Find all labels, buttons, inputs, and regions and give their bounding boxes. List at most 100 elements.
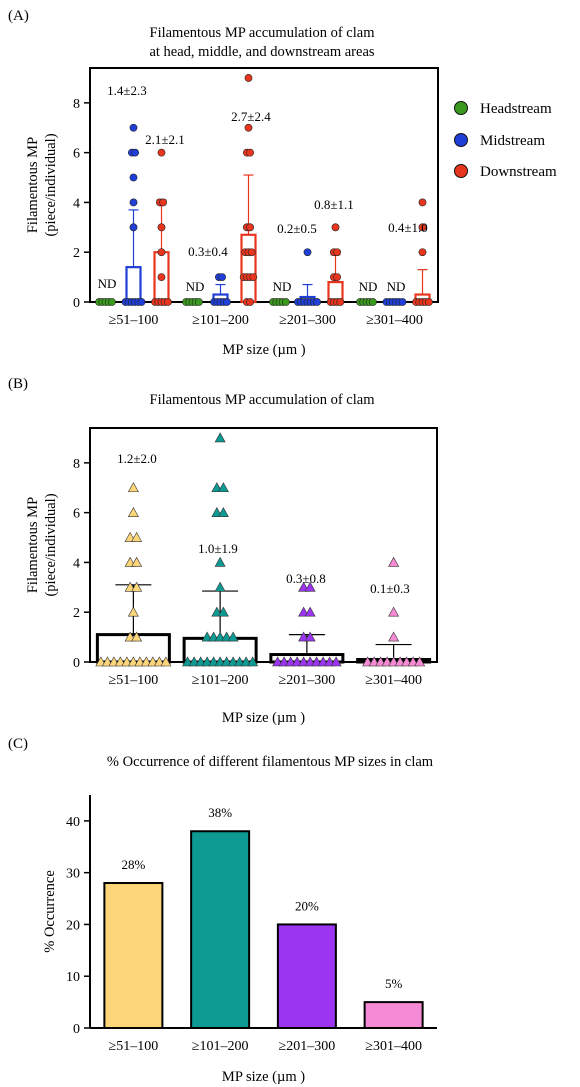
chart-title-C-line-0: % Occurrence of different filamentous MP…: [107, 754, 434, 770]
y-tick-label: 2: [73, 606, 80, 621]
y-tick-label: 6: [73, 147, 80, 162]
legend-marker-downstream: [454, 164, 468, 178]
data-point-triangle-2: [304, 606, 316, 617]
data-point-triangle-2: [304, 581, 316, 592]
data-point-midstream: [129, 173, 138, 182]
x-tick-label-1: ≥101–200: [192, 1039, 249, 1054]
annotation-headstream-0: ND: [98, 276, 117, 291]
y-tick-label: 0: [73, 296, 80, 311]
data-point-triangle-0: [131, 556, 143, 567]
data-point-downstream: [336, 298, 345, 306]
data-point-midstream: [129, 223, 138, 232]
data-point-triangle-1: [217, 482, 229, 493]
data-point-triangle-2: [330, 656, 342, 667]
annotation-downstream-2: 0.8±1.1: [314, 197, 354, 212]
legend-label-0: Headstream: [480, 101, 552, 117]
chart-title-A-line-0: Filamentous MP accumulation of clam: [150, 25, 376, 41]
data-point-downstream: [157, 273, 166, 282]
data-point-triangle-0: [131, 581, 143, 592]
x-tick-label-3: ≥301–400: [365, 673, 422, 688]
y-axis-title-A-line-1: (piece/individual): [43, 133, 59, 236]
y-tick-label: 2: [73, 246, 80, 261]
panel-label-C: (C): [8, 736, 28, 752]
data-point-midstream: [129, 198, 138, 207]
data-point-downstream: [418, 248, 427, 257]
bar-2: [276, 923, 337, 1030]
chart-title-A-line-1: at head, middle, and downstream areas: [149, 44, 374, 60]
y-tick-label: 4: [73, 556, 80, 571]
data-point-midstream: [222, 298, 231, 306]
annotation-2: 0.3±0.8: [286, 571, 326, 586]
data-point-triangle-1: [214, 432, 226, 443]
data-point-triangle-0: [127, 482, 139, 493]
data-point-downstream: [333, 273, 341, 282]
data-point-midstream: [131, 148, 139, 157]
data-point-triangle-1: [247, 656, 259, 667]
data-point-downstream: [418, 223, 427, 232]
panel-label-B: (B): [8, 376, 28, 392]
data-point-triangle-1: [217, 606, 229, 617]
data-point-headstream: [108, 298, 116, 306]
y-tick-label: 0: [73, 1022, 80, 1037]
data-point-headstream: [194, 298, 203, 306]
annotation-downstream-0: 2.1±2.1: [145, 132, 185, 147]
annotation-3: 0.1±0.3: [370, 581, 410, 596]
x-tick-label-3: ≥301–400: [365, 1039, 422, 1054]
data-point-triangle-1: [227, 631, 239, 642]
data-point-downstream: [157, 223, 166, 232]
data-point-downstream: [418, 198, 427, 207]
bar-label-1: 38%: [208, 805, 232, 820]
data-point-midstream: [313, 298, 321, 306]
bar-label-2: 20%: [295, 898, 319, 913]
data-point-downstream: [331, 223, 340, 232]
data-point-triangle-3: [388, 631, 400, 642]
annotation-midstream-2: 0.2±0.5: [277, 221, 317, 236]
y-tick-label: 0: [73, 656, 80, 671]
x-tick-label-2: ≥201–300: [279, 313, 336, 328]
y-axis-title-B-line-0: Filamentous MP: [25, 497, 41, 593]
annotation-headstream-1: ND: [186, 279, 205, 294]
annotation-headstream-2: ND: [273, 279, 292, 294]
data-point-downstream: [246, 223, 254, 232]
data-point-triangle-3: [388, 606, 400, 617]
x-tick-label-0: ≥51–100: [109, 673, 159, 688]
plot-frame: [89, 67, 439, 303]
data-point-triangle-0: [127, 507, 139, 517]
annotation-headstream-3: ND: [359, 279, 378, 294]
data-point-triangle-0: [160, 656, 172, 667]
bar-label-3: 5%: [385, 976, 403, 991]
x-tick-label-0: ≥51–100: [109, 1039, 159, 1054]
data-point-downstream: [244, 74, 253, 82]
data-point-triangle-1: [214, 556, 226, 567]
y-tick-label: 6: [73, 507, 80, 522]
bar-3: [363, 1001, 424, 1029]
data-point-downstream: [246, 298, 254, 306]
mean-box-midstream: [125, 266, 142, 304]
data-point-midstream: [137, 298, 146, 306]
data-point-downstream: [157, 248, 166, 257]
annotation-midstream-1: 0.3±0.4: [188, 244, 228, 259]
data-point-triangle-3: [414, 656, 426, 667]
data-point-downstream: [249, 273, 258, 282]
data-point-downstream: [244, 123, 253, 132]
y-tick-label: 4: [73, 196, 80, 211]
annotation-midstream-3: ND: [387, 279, 406, 294]
data-point-headstream: [281, 298, 290, 306]
annotation-downstream-3: 0.4±1.0: [388, 220, 428, 235]
x-tick-label-2: ≥201–300: [279, 673, 336, 688]
annotation-0: 1.2±2.0: [117, 451, 157, 466]
data-point-triangle-0: [131, 531, 143, 542]
x-tick-label-1: ≥101–200: [192, 673, 249, 688]
y-axis-title-A-line-0: Filamentous MP: [25, 137, 41, 233]
data-point-midstream: [398, 298, 407, 306]
x-tick-label-0: ≥51–100: [109, 313, 159, 328]
data-point-triangle-3: [388, 556, 400, 567]
panel-label-A: (A): [8, 8, 29, 24]
data-point-downstream: [157, 148, 166, 157]
annotation-midstream-0: 1.4±2.3: [107, 83, 147, 98]
data-point-triangle-0: [131, 631, 143, 642]
legend-label-1: Midstream: [480, 133, 545, 149]
x-tick-label-3: ≥301–400: [366, 313, 423, 328]
annotation-1: 1.0±1.9: [198, 541, 238, 556]
